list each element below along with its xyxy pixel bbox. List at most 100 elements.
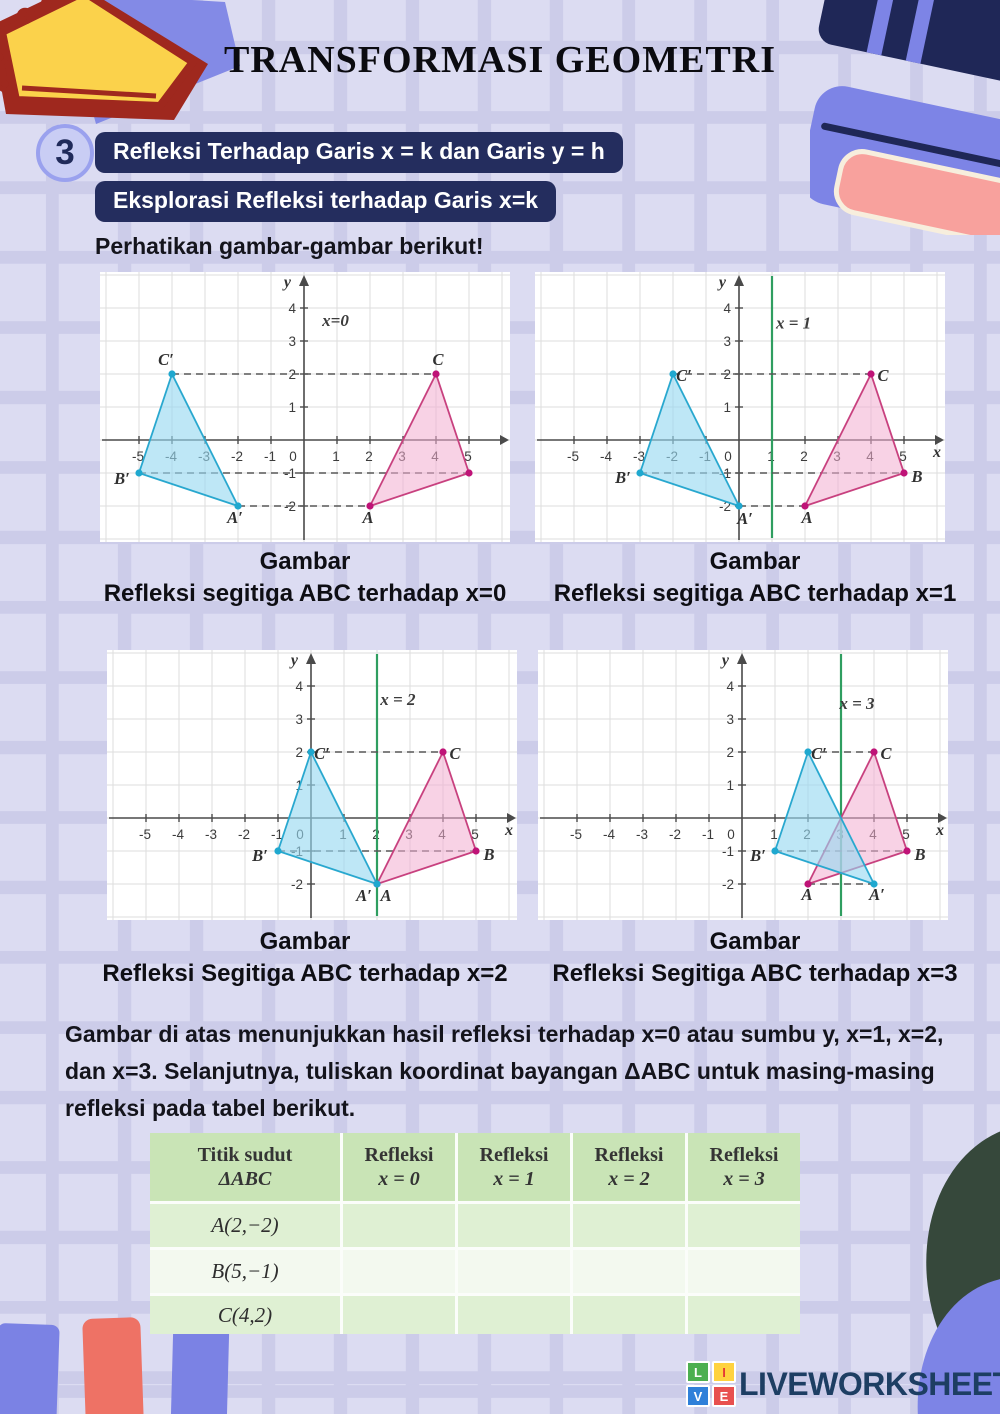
svg-text:0: 0 bbox=[289, 449, 297, 464]
svg-text:-5: -5 bbox=[132, 449, 144, 464]
svg-text:5: 5 bbox=[899, 449, 907, 464]
svg-text:C′: C′ bbox=[811, 744, 827, 763]
svg-text:C′: C′ bbox=[676, 366, 692, 385]
svg-text:A: A bbox=[379, 886, 391, 905]
svg-text:-1: -1 bbox=[264, 449, 276, 464]
svg-text:B: B bbox=[910, 467, 922, 486]
caption-title: Gambar bbox=[709, 548, 801, 575]
svg-text:1: 1 bbox=[723, 400, 731, 415]
svg-text:x = 1: x = 1 bbox=[775, 313, 811, 332]
svg-text:B: B bbox=[913, 845, 925, 864]
book-spine-bar-blue bbox=[170, 1325, 230, 1414]
answer-cell-r0-c1[interactable] bbox=[458, 1204, 570, 1247]
svg-text:-3: -3 bbox=[633, 449, 645, 464]
liveworksheets-brand: LIVE LIVEWORKSHEETS bbox=[686, 1361, 1000, 1407]
svg-text:1: 1 bbox=[288, 400, 296, 415]
svg-text:5: 5 bbox=[902, 827, 910, 842]
svg-text:B′: B′ bbox=[614, 468, 631, 487]
svg-text:-2: -2 bbox=[669, 827, 681, 842]
caption-title: Gambar bbox=[259, 548, 351, 575]
section-number-badge: 3 bbox=[36, 124, 94, 182]
table-header-4: Refleksi x = 3 bbox=[688, 1133, 800, 1201]
svg-text:4: 4 bbox=[726, 679, 734, 694]
svg-text:A: A bbox=[800, 885, 812, 904]
books-stack-decoration bbox=[810, 0, 1000, 235]
navy-book-stripe bbox=[866, 0, 914, 56]
svg-text:B′: B′ bbox=[749, 846, 766, 865]
svg-text:y: y bbox=[282, 274, 292, 291]
svg-text:A′: A′ bbox=[226, 508, 243, 527]
caption-text: Refleksi Segitiga ABC terhadap x=2 bbox=[102, 960, 508, 987]
svg-text:C: C bbox=[432, 350, 444, 369]
page-title: TRANSFORMASI GEOMETRI bbox=[224, 39, 776, 81]
answer-cell-r1-c3[interactable] bbox=[688, 1250, 800, 1293]
svg-text:2: 2 bbox=[726, 745, 734, 760]
caption-text: Refleksi segitiga ABC terhadap x=1 bbox=[553, 580, 957, 607]
answer-cell-r0-c2[interactable] bbox=[573, 1204, 685, 1247]
answer-cell-r1-c1[interactable] bbox=[458, 1250, 570, 1293]
svg-text:0: 0 bbox=[724, 449, 732, 464]
svg-text:C: C bbox=[449, 744, 461, 763]
svg-text:0: 0 bbox=[727, 827, 735, 842]
svg-text:-2: -2 bbox=[291, 877, 303, 892]
svg-text:A′: A′ bbox=[355, 886, 372, 905]
svg-text:4: 4 bbox=[723, 301, 731, 316]
svg-text:3: 3 bbox=[288, 334, 296, 349]
svg-text:x = 3: x = 3 bbox=[838, 694, 875, 713]
spiral-rings bbox=[0, 0, 76, 93]
instruction-paragraph: Gambar di atas menunjukkan hasil refleks… bbox=[65, 1021, 944, 1121]
svg-text:4: 4 bbox=[295, 679, 303, 694]
section-banner-sub: Eksplorasi Refleksi terhadap Garis x=k bbox=[95, 181, 557, 222]
navy-book-stripe bbox=[905, 0, 953, 64]
svg-text:-1: -1 bbox=[722, 844, 734, 859]
answer-cell-r2-c3[interactable] bbox=[688, 1296, 800, 1334]
caption-text: Refleksi Segitiga ABC terhadap x=3 bbox=[552, 960, 958, 987]
answer-cell-r0-c0[interactable] bbox=[343, 1204, 455, 1247]
book-spine-line bbox=[821, 122, 1000, 179]
svg-text:x: x bbox=[504, 822, 513, 839]
logo-letter-l: L bbox=[686, 1361, 710, 1383]
liveworksheets-brand-text: LIVEWORKSHEETS bbox=[739, 1365, 1000, 1402]
svg-text:x=0: x=0 bbox=[321, 311, 349, 330]
svg-text:y: y bbox=[720, 652, 730, 669]
pink-book-pages bbox=[833, 149, 1000, 235]
book-spine-bar-coral bbox=[82, 1317, 144, 1414]
svg-text:x: x bbox=[935, 822, 944, 839]
svg-text:C: C bbox=[880, 744, 892, 763]
answer-cell-r1-c2[interactable] bbox=[573, 1250, 685, 1293]
caption-title: Gambar bbox=[259, 928, 351, 955]
answer-cell-r2-c1[interactable] bbox=[458, 1296, 570, 1334]
section-banner-main: Refleksi Terhadap Garis x = k dan Garis … bbox=[95, 132, 623, 173]
svg-text:-3: -3 bbox=[636, 827, 648, 842]
svg-text:2: 2 bbox=[800, 449, 808, 464]
notebook-edge-line bbox=[21, 85, 157, 99]
answer-cell-r0-c3[interactable] bbox=[688, 1204, 800, 1247]
answer-cell-r1-c0[interactable] bbox=[343, 1250, 455, 1293]
table-row-label-2: C(4,2) bbox=[150, 1296, 340, 1334]
answer-cell-r2-c0[interactable] bbox=[343, 1296, 455, 1334]
svg-text:3: 3 bbox=[295, 712, 303, 727]
svg-text:x: x bbox=[932, 444, 941, 461]
svg-text:y: y bbox=[289, 652, 299, 669]
svg-text:-4: -4 bbox=[600, 449, 612, 464]
svg-text:x = 2: x = 2 bbox=[379, 690, 416, 709]
svg-text:-5: -5 bbox=[570, 827, 582, 842]
notebook-decoration bbox=[0, 0, 240, 124]
svg-text:5: 5 bbox=[464, 449, 472, 464]
svg-text:A′: A′ bbox=[736, 509, 753, 528]
svg-text:B′: B′ bbox=[113, 469, 130, 488]
svg-text:A′: A′ bbox=[868, 885, 885, 904]
caption-title: Gambar bbox=[709, 928, 801, 955]
svg-text:-1: -1 bbox=[271, 827, 283, 842]
svg-text:1: 1 bbox=[770, 827, 778, 842]
table-header-1: Refleksi x = 0 bbox=[343, 1133, 455, 1201]
answer-cell-r2-c2[interactable] bbox=[573, 1296, 685, 1334]
svg-text:3: 3 bbox=[723, 334, 731, 349]
navy-book bbox=[818, 0, 1000, 91]
